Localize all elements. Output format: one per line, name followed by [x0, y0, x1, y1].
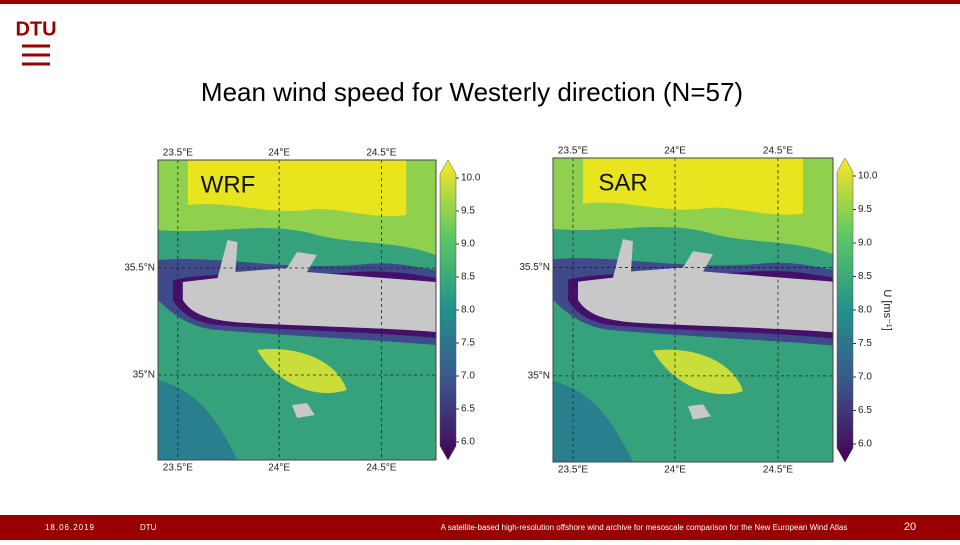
- logo-text: DTU: [15, 18, 56, 40]
- colorbar-tick-label: 6.5: [461, 404, 475, 415]
- panel-label: WRF: [201, 171, 256, 198]
- map-image: [157, 159, 437, 461]
- lat-label: 35°N: [133, 370, 155, 381]
- colorbar-unit: U [ms⁻¹]: [881, 289, 893, 330]
- map-frame: [552, 157, 834, 463]
- lon-label: 23.5°E: [163, 463, 193, 474]
- footer-org: DTU: [140, 523, 157, 532]
- lon-label: 23.5°E: [163, 148, 193, 159]
- map-panel: WRF 23.5°E 23.5°E 24°E 24°E 24.5°E 24.5°E 35.5°…: [124, 148, 481, 474]
- panel-label: SAR: [598, 169, 647, 196]
- colorbar-tick-label: 8.0: [858, 305, 872, 316]
- colorbar-tick-label: 10.0: [461, 173, 481, 184]
- colorbar-tick-label: 9.0: [858, 238, 872, 249]
- map-panel: SAR 23.5°E 23.5°E 24°E 24°E 24.5°E 24.5°E 35.5°…: [519, 146, 893, 476]
- colorbar-tick-label: 10.0: [858, 171, 878, 182]
- map-image: [552, 157, 834, 463]
- top-bar: [0, 0, 960, 4]
- lon-label: 24°E: [664, 465, 686, 476]
- lon-label: 24°E: [664, 146, 686, 157]
- lat-label: 35°N: [528, 371, 550, 382]
- lat-label: 35.5°N: [124, 263, 155, 274]
- colorbar-tick-label: 8.5: [858, 271, 872, 282]
- footer-date: 18.06.2019: [45, 523, 95, 532]
- colorbar-tick-label: 8.0: [461, 305, 475, 316]
- panels: WRF 23.5°E 23.5°E 24°E 24°E 24.5°E 24.5°E 35.5°…: [124, 146, 893, 476]
- colorbar-tick-label: 7.5: [858, 338, 872, 349]
- lon-label: 24.5°E: [763, 146, 793, 157]
- page-number: 20: [904, 521, 916, 533]
- colorbar-tick-label: 6.0: [858, 439, 872, 450]
- colorbar-tick-label: 7.0: [858, 372, 872, 383]
- lon-label: 24°E: [268, 463, 290, 474]
- colorbar-tick-label: 9.5: [858, 204, 872, 215]
- lat-label: 35.5°N: [519, 262, 550, 273]
- slide-title: Mean wind speed for Westerly direction (…: [201, 77, 743, 107]
- colorbar-tick-label: 7.5: [461, 338, 475, 349]
- lon-label: 23.5°E: [558, 146, 588, 157]
- lon-label: 24.5°E: [366, 463, 396, 474]
- footer-bar: [0, 515, 960, 540]
- lon-label: 23.5°E: [558, 465, 588, 476]
- colorbar: [836, 157, 854, 463]
- colorbar-tick-label: 8.5: [461, 272, 475, 283]
- colorbar-tick-label: 6.0: [461, 437, 475, 448]
- colorbar-tick-label: 9.5: [461, 206, 475, 217]
- colorbar-tick-label: 9.0: [461, 239, 475, 250]
- colorbar-tick-label: 7.0: [461, 371, 475, 382]
- colorbar: [439, 159, 457, 461]
- map-frame: [157, 159, 437, 461]
- logo: DTU: [15, 18, 57, 66]
- footer-text: A satellite-based high-resolution offsho…: [441, 523, 848, 532]
- lon-label: 24.5°E: [366, 148, 396, 159]
- lon-label: 24°E: [268, 148, 290, 159]
- colorbar-tick-label: 6.5: [858, 405, 872, 416]
- lon-label: 24.5°E: [763, 465, 793, 476]
